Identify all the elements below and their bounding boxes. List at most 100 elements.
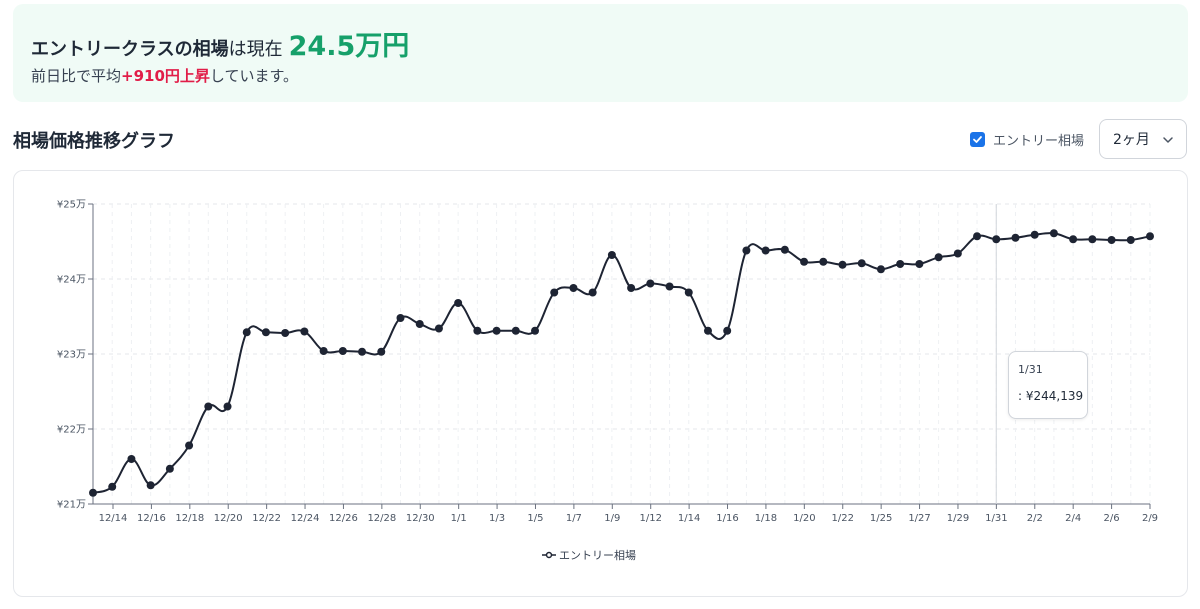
data-point[interactable] — [1011, 233, 1020, 242]
x-tick-label: 12/20 — [214, 513, 243, 524]
data-point[interactable] — [838, 260, 847, 269]
data-point[interactable] — [358, 347, 367, 356]
data-point[interactable] — [1049, 229, 1058, 238]
change-summary: 前日比で平均+910円上昇しています。 — [31, 65, 298, 86]
data-point[interactable] — [1107, 236, 1116, 244]
data-point[interactable] — [89, 488, 97, 497]
data-point[interactable] — [742, 246, 751, 255]
current-price: 24.5万円 — [288, 31, 410, 62]
x-tick-label: 12/14 — [99, 513, 128, 524]
data-point[interactable] — [281, 329, 290, 337]
data-point[interactable] — [261, 328, 270, 337]
data-point[interactable] — [973, 232, 982, 241]
x-tick-label: 1/7 — [566, 513, 582, 524]
data-point[interactable] — [165, 464, 174, 473]
x-tick-label: 1/5 — [527, 513, 543, 524]
entry-price-toggle[interactable]: エントリー相場 — [970, 130, 1084, 149]
data-point[interactable] — [1030, 230, 1039, 239]
chart-card: ¥21万 ¥22万 ¥23万 ¥24万 ¥25万 12/14 12/16 12/18 12/2… — [13, 170, 1188, 597]
legend-line-marker-icon — [542, 551, 556, 559]
data-point[interactable] — [242, 328, 251, 337]
x-tick-label: 12/30 — [406, 513, 435, 524]
data-point[interactable] — [876, 265, 885, 274]
data-point[interactable] — [1088, 235, 1097, 244]
data-point[interactable] — [338, 347, 347, 355]
period-select[interactable]: 2ヶ月 — [1099, 119, 1187, 159]
data-point[interactable] — [550, 288, 559, 297]
x-tick-label: 1/29 — [947, 513, 969, 524]
data-tooltip: 1/31 : ¥244,139 — [1008, 351, 1088, 419]
data-point[interactable] — [396, 314, 405, 322]
data-point[interactable] — [108, 482, 117, 491]
data-point[interactable] — [569, 284, 578, 292]
data-point[interactable] — [300, 327, 309, 336]
data-point[interactable] — [319, 347, 328, 355]
x-axis-ticks: 12/14 12/16 12/18 12/20 12/22 12/24 12/26 12/28… — [99, 504, 1158, 524]
data-point[interactable] — [627, 284, 636, 292]
tooltip-value: : ¥244,139 — [1018, 389, 1084, 403]
series-points — [89, 229, 1154, 497]
data-point[interactable] — [492, 326, 501, 335]
data-point[interactable] — [434, 324, 443, 333]
data-point[interactable] — [780, 245, 789, 254]
data-point[interactable] — [915, 260, 924, 268]
data-point[interactable] — [223, 402, 232, 411]
x-tick-label: 1/14 — [678, 513, 700, 524]
change-prefix: 前日比で平均 — [31, 67, 122, 85]
data-point[interactable] — [703, 326, 712, 335]
summary-banner: エントリークラスの相場 は現在 24.5万円 前日比で平均+910円上昇していま… — [13, 4, 1188, 102]
data-point[interactable] — [1069, 235, 1078, 244]
data-point[interactable] — [934, 253, 943, 262]
x-tick-label: 1/25 — [870, 513, 892, 524]
x-tick-label: 12/16 — [137, 513, 166, 524]
data-point[interactable] — [723, 326, 732, 335]
data-point[interactable] — [646, 279, 655, 288]
data-point[interactable] — [531, 326, 540, 335]
data-point[interactable] — [377, 347, 386, 356]
x-tick-label: 12/24 — [291, 513, 320, 524]
data-point[interactable] — [896, 260, 905, 268]
x-tick-label: 1/20 — [793, 513, 815, 524]
data-point[interactable] — [588, 288, 597, 297]
tooltip-date: 1/31 — [1018, 363, 1043, 376]
data-point[interactable] — [857, 259, 866, 268]
data-point[interactable] — [607, 251, 616, 259]
chevron-down-icon — [1163, 137, 1173, 143]
x-tick-label: 1/22 — [832, 513, 854, 524]
data-point[interactable] — [800, 257, 809, 266]
chart-legend[interactable]: エントリー相場 — [542, 547, 636, 563]
x-tick-label: 1/3 — [489, 513, 505, 524]
period-value: 2ヶ月 — [1113, 132, 1150, 148]
data-point[interactable] — [185, 441, 194, 450]
y-tick-label: ¥22万 — [57, 425, 86, 436]
data-point[interactable] — [511, 326, 520, 335]
y-tick-label: ¥23万 — [57, 350, 86, 361]
data-point[interactable] — [1146, 232, 1154, 241]
change-value: +910円上昇 — [121, 67, 210, 85]
x-tick-label: 12/26 — [329, 513, 358, 524]
data-point[interactable] — [992, 235, 1001, 244]
data-point[interactable] — [473, 326, 482, 335]
data-point[interactable] — [665, 282, 674, 291]
data-point[interactable] — [204, 402, 213, 411]
section-title: 相場価格推移グラフ — [13, 131, 175, 152]
toggle-label: エントリー相場 — [993, 134, 1085, 149]
series-line-entry — [92, 232, 1151, 494]
data-point[interactable] — [819, 257, 828, 266]
x-tick-label: 12/18 — [175, 513, 204, 524]
price-prefix: は現在 — [228, 39, 283, 60]
data-point[interactable] — [761, 246, 770, 255]
y-axis-ticks: ¥21万 ¥22万 ¥23万 ¥24万 ¥25万 — [57, 200, 93, 511]
price-line-chart[interactable]: ¥21万 ¥22万 ¥23万 ¥24万 ¥25万 12/14 12/16 12/18 12/2… — [14, 171, 1189, 598]
x-tick-label: 2/2 — [1027, 513, 1043, 524]
x-tick-label: 2/9 — [1142, 513, 1158, 524]
data-point[interactable] — [953, 249, 962, 258]
data-point[interactable] — [1126, 236, 1135, 244]
data-point[interactable] — [454, 299, 463, 307]
category-label: エントリークラスの相場 — [31, 39, 229, 60]
data-point[interactable] — [127, 455, 136, 463]
data-point[interactable] — [146, 481, 155, 490]
data-point[interactable] — [684, 288, 693, 297]
checkbox-checked-icon[interactable] — [970, 132, 985, 147]
data-point[interactable] — [415, 320, 424, 328]
